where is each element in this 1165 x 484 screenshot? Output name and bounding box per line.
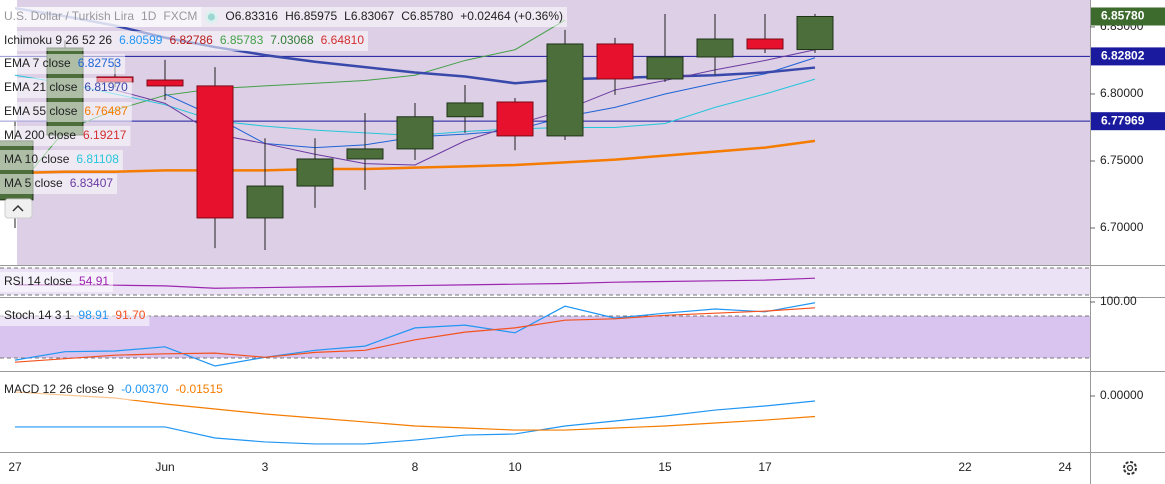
indicator-line <box>14 307 816 363</box>
indicator-line <box>15 277 816 289</box>
legend-value: 6.19217 <box>83 128 127 142</box>
pane-label: RSI 14 close <box>4 274 72 288</box>
x-tick-label: 22 <box>958 460 972 474</box>
legend-value: 6.81108 <box>76 152 119 166</box>
legend-name: MA 10 close <box>4 152 70 166</box>
candle-body <box>396 116 434 150</box>
x-tick-label: 10 <box>508 460 522 474</box>
legend-value: 6.82753 <box>78 56 122 70</box>
candle-body <box>796 15 834 51</box>
x-tick-label: 3 <box>262 460 269 474</box>
legend-name: EMA 55 close <box>4 104 78 118</box>
legend-value: 6.85783 <box>220 33 264 47</box>
legend-background <box>0 31 369 51</box>
x-tick-label: 27 <box>8 460 22 474</box>
candle-body <box>196 85 234 219</box>
last-price-tag <box>1091 7 1165 26</box>
legend-value: 6.80599 <box>119 33 163 47</box>
legend-value: 98.91 <box>78 308 108 322</box>
legend-name: EMA 21 close <box>4 80 78 94</box>
legend-value: 7.03068 <box>270 33 314 47</box>
y-tick-label: 6.70000 <box>1100 220 1144 234</box>
legend-background <box>0 380 227 400</box>
last-price-label: 6.85780 <box>1101 9 1145 23</box>
ohlc-readout: O6.83316 <box>225 9 278 23</box>
legend-name: MA 200 close <box>4 128 76 142</box>
y-tick-label: 100.00 <box>1100 294 1137 308</box>
x-tick-label: 17 <box>758 460 772 474</box>
collapse-button[interactable] <box>4 198 33 219</box>
y-tick-label: 6.75000 <box>1100 153 1144 167</box>
x-tick-label: Jun <box>155 460 174 474</box>
indicator-line <box>164 57 816 149</box>
ohlc-readout: H6.85975 <box>285 9 337 23</box>
legend-value: 91.70 <box>115 308 145 322</box>
indicator-line <box>14 139 816 175</box>
legend-value: 6.64810 <box>321 33 365 47</box>
legend-value: 6.76487 <box>84 104 128 118</box>
candle-body <box>296 158 334 187</box>
band-fill <box>0 268 1090 295</box>
legend-background <box>0 78 132 98</box>
ohlc-readout: L6.83067 <box>344 9 394 23</box>
indicator-line <box>15 400 816 445</box>
legend-value: 6.83407 <box>70 176 114 190</box>
y-tick-label: 6.80000 <box>1100 86 1144 100</box>
indicator-line <box>14 391 816 431</box>
legend-value: 6.82786 <box>169 33 213 47</box>
price-tag <box>1091 112 1165 131</box>
plot <box>15 277 816 289</box>
legend-name: EMA 7 close <box>4 56 71 70</box>
plot <box>14 391 816 445</box>
x-tick-label: 24 <box>1058 460 1072 474</box>
settings-button[interactable] <box>1123 461 1137 475</box>
plot-layer: 6.850006.800006.750006.700006.828026.779… <box>0 6 1165 474</box>
candle-body <box>546 43 584 137</box>
legend-background <box>0 306 150 326</box>
legend-background <box>0 126 131 146</box>
legend-background <box>0 54 126 74</box>
legend-background <box>0 7 568 27</box>
legend-value: 54.91 <box>79 274 109 288</box>
x-tick-label: 8 <box>412 460 419 474</box>
legend-name: MA 5 close <box>4 176 63 190</box>
ohlc-readout: C6.85780 <box>401 9 453 23</box>
price-tag-label: 6.82802 <box>1101 49 1145 63</box>
price-tag-label: 6.77969 <box>1101 113 1145 127</box>
legend-background <box>0 150 123 170</box>
candle-body <box>446 102 484 118</box>
candle-body <box>696 38 734 58</box>
pane-label: MACD 12 26 close 9 <box>4 382 114 396</box>
y-tick-label: 0.00000 <box>1100 388 1144 402</box>
candle-body <box>246 185 284 219</box>
x-tick-label: 15 <box>658 460 672 474</box>
ohlc-readout: +0.02464 (+0.36%) <box>460 9 563 23</box>
candle-body <box>596 43 634 80</box>
legend-background <box>0 272 114 292</box>
legend-value: -0.01515 <box>175 382 223 396</box>
plot <box>14 302 816 367</box>
legend-background <box>0 102 132 122</box>
candle-body <box>346 148 384 160</box>
price-tag <box>1091 47 1165 66</box>
candle-body <box>646 56 684 80</box>
legend-background <box>0 174 118 194</box>
candle-body <box>146 79 184 87</box>
pane-label: Stoch 14 3 1 <box>4 308 72 322</box>
indicator-line <box>14 302 816 367</box>
legend-name: Ichimoku 9 26 52 26 <box>4 33 112 47</box>
legend-value: -0.00370 <box>121 382 169 396</box>
legend-value: 6.81970 <box>84 80 128 94</box>
band-fill <box>0 315 1090 358</box>
candle-body <box>746 38 784 50</box>
candle-body <box>496 101 534 137</box>
